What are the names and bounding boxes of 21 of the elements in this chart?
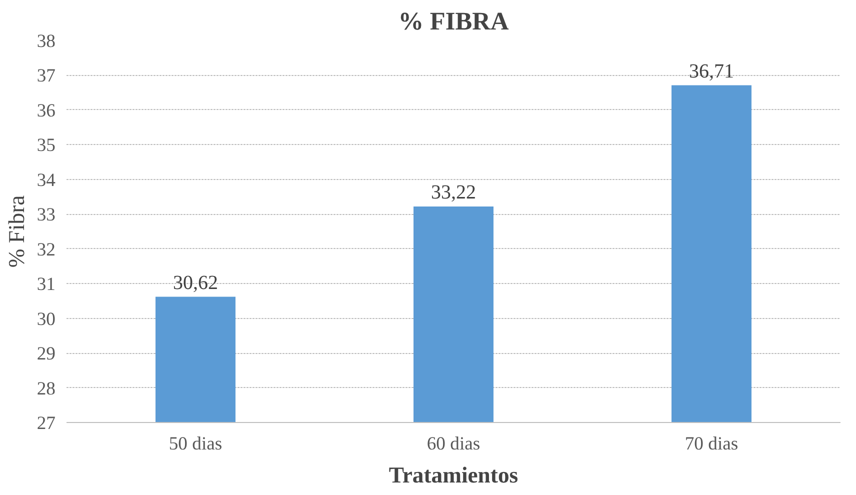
x-axis-title: Tratamientos bbox=[388, 462, 518, 488]
y-tick-label: 32 bbox=[36, 239, 56, 260]
data-label: 36,71 bbox=[689, 60, 734, 82]
y-tick-label: 33 bbox=[36, 204, 56, 226]
x-tick-label: 60 dias bbox=[426, 434, 480, 454]
y-axis-title: % Fibra bbox=[4, 195, 29, 268]
y-tick-label: 38 bbox=[36, 31, 56, 52]
chart-title: % FIBRA bbox=[398, 8, 510, 36]
y-tick-label: 36 bbox=[36, 100, 56, 122]
y-tick-label: 27 bbox=[36, 413, 56, 434]
y-tick-label: 34 bbox=[36, 170, 56, 191]
data-label: 33,22 bbox=[431, 181, 476, 204]
y-tick-label: 30 bbox=[36, 308, 56, 330]
y-tick-label: 28 bbox=[36, 378, 56, 400]
y-tick-label: 31 bbox=[36, 274, 56, 296]
x-tick-label: 50 dias bbox=[168, 434, 222, 454]
x-tick-label: 70 dias bbox=[684, 434, 738, 454]
y-tick-label: 35 bbox=[36, 135, 56, 156]
data-label: 30,62 bbox=[173, 272, 218, 294]
y-tick-label: 37 bbox=[36, 66, 56, 87]
y-tick-label: 29 bbox=[36, 344, 56, 365]
